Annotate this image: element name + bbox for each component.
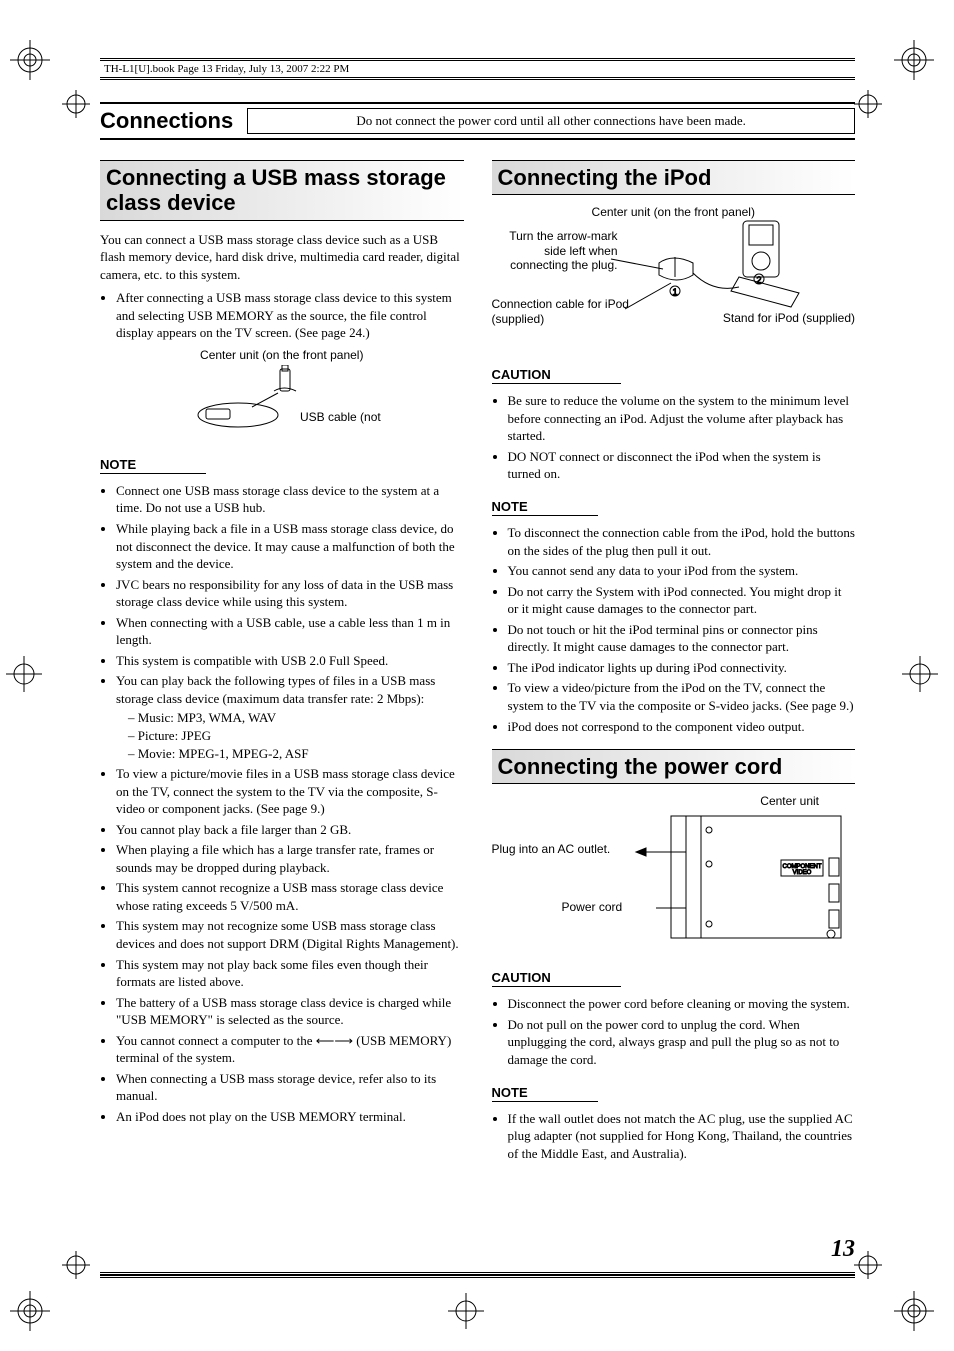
svg-text:VIDEO: VIDEO xyxy=(793,870,812,876)
ipod-note: To disconnect the connection cable from … xyxy=(508,524,856,559)
power-caution: Disconnect the power cord before cleanin… xyxy=(508,995,856,1013)
file-type-music: Music: MP3, WMA, WAV xyxy=(128,709,464,727)
usb-note: While playing back a file in a USB mass … xyxy=(116,520,464,573)
caution-label-ipod: CAUTION xyxy=(492,367,621,384)
figure-ipod: Center unit (on the front panel) 2 xyxy=(492,205,856,329)
note-label-usb: NOTE xyxy=(100,457,206,474)
usb-note: The battery of a USB mass storage class … xyxy=(116,994,464,1029)
file-type-movie: Movie: MPEG-1, MPEG-2, ASF xyxy=(128,745,464,763)
ipod-notes-list: To disconnect the connection cable from … xyxy=(492,524,856,735)
usb-intro: You can connect a USB mass storage class… xyxy=(100,231,464,284)
ipod-note: Do not touch or hit the iPod terminal pi… xyxy=(508,621,856,656)
file-type-picture: Picture: JPEG xyxy=(128,727,464,745)
usb-note: When playing a file which has a large tr… xyxy=(116,841,464,876)
ipod-cautions-list: Be sure to reduce the volume on the syst… xyxy=(492,392,856,483)
svg-text:2: 2 xyxy=(757,275,762,285)
power-notes-list: If the wall outlet does not match the AC… xyxy=(492,1110,856,1163)
power-note: If the wall outlet does not match the AC… xyxy=(508,1110,856,1163)
usb-note: To view a picture/movie files in a USB m… xyxy=(116,765,464,818)
usb-note: You can play back the following types of… xyxy=(116,672,464,762)
crop-mark-ul xyxy=(10,40,50,80)
usb-note: JVC bears no responsibility for any loss… xyxy=(116,576,464,611)
page-content: TH-L1[U].book Page 13 Friday, July 13, 2… xyxy=(100,58,855,1166)
svg-text:1: 1 xyxy=(673,287,678,297)
crop-mark-ml xyxy=(6,656,42,692)
fig-power-center: Center unit xyxy=(492,794,856,808)
usb-note: You cannot connect a computer to the ⟵⟶ … xyxy=(116,1032,464,1067)
crop-mark-bl2 xyxy=(62,1251,90,1279)
crop-mark-mr xyxy=(902,656,938,692)
usb-note: When connecting with a USB cable, use a … xyxy=(116,614,464,649)
heading-usb: Connecting a USB mass storage class devi… xyxy=(100,160,464,221)
power-diagram-icon: COMPONENT VIDEO xyxy=(493,808,853,948)
ipod-caution: DO NOT connect or disconnect the iPod wh… xyxy=(508,448,856,483)
fig-usb-caption-side: USB cable (not supplied) xyxy=(300,410,382,424)
note-label-power: NOTE xyxy=(492,1085,598,1102)
crop-mark-ul2 xyxy=(62,90,90,118)
ipod-caution: Be sure to reduce the volume on the syst… xyxy=(508,392,856,445)
usb-bullet-1: After connecting a USB mass storage clas… xyxy=(116,289,464,342)
usb-note: When connecting a USB mass storage devic… xyxy=(116,1070,464,1105)
crop-mark-br2 xyxy=(854,1251,882,1279)
usb-note: You cannot play back a file larger than … xyxy=(116,821,464,839)
figure-usb: Center unit (on the front panel) USB cab… xyxy=(100,348,464,435)
heading-power: Connecting the power cord xyxy=(492,749,856,784)
fig-ipod-stand: Stand for iPod (supplied) xyxy=(695,311,855,325)
book-header: TH-L1[U].book Page 13 Friday, July 13, 2… xyxy=(100,63,855,75)
section-warning: Do not connect the power cord until all … xyxy=(247,108,855,134)
crop-mark-br xyxy=(894,1291,934,1331)
fig-ipod-cable: Connection cable for iPod (supplied) xyxy=(492,297,652,326)
power-caution: Do not pull on the power cord to unplug … xyxy=(508,1016,856,1069)
page-number: 13 xyxy=(831,1236,855,1263)
heading-ipod: Connecting the iPod xyxy=(492,160,856,195)
section-header: Connections Do not connect the power cor… xyxy=(100,102,855,140)
ipod-note: You cannot send any data to your iPod fr… xyxy=(508,562,856,580)
usb-note: An iPod does not play on the USB MEMORY … xyxy=(116,1108,464,1126)
section-title: Connections xyxy=(100,104,243,138)
usb-note-text: You can play back the following types of… xyxy=(116,673,435,706)
fig-power-plug: Plug into an AC outlet. xyxy=(492,842,611,856)
usb-note: This system may not play back some files… xyxy=(116,956,464,991)
figure-power: Center unit COMPONENT VIDEO xyxy=(492,794,856,948)
right-column: Connecting the iPod Center unit (on the … xyxy=(492,160,856,1166)
power-cautions-list: Disconnect the power cord before cleanin… xyxy=(492,995,856,1068)
ipod-note: iPod does not correspond to the componen… xyxy=(508,718,856,736)
caution-label-power: CAUTION xyxy=(492,970,621,987)
left-column: Connecting a USB mass storage class devi… xyxy=(100,160,464,1166)
usb-note: This system is compatible with USB 2.0 F… xyxy=(116,652,464,670)
crop-mark-ur xyxy=(894,40,934,80)
usb-note: This system cannot recognize a USB mass … xyxy=(116,879,464,914)
usb-diagram-icon: USB cable (not supplied) xyxy=(182,365,382,435)
crop-mark-bl xyxy=(10,1291,50,1331)
crop-mark-ur2 xyxy=(854,90,882,118)
ipod-note: The iPod indicator lights up during iPod… xyxy=(508,659,856,677)
fig-ipod-center: Center unit (on the front panel) xyxy=(492,205,856,219)
note-label-ipod: NOTE xyxy=(492,499,598,516)
usb-note: Connect one USB mass storage class devic… xyxy=(116,482,464,517)
usb-notes-list: Connect one USB mass storage class devic… xyxy=(100,482,464,1126)
ipod-note: Do not carry the System with iPod connec… xyxy=(508,583,856,618)
crop-mark-bc xyxy=(448,1293,484,1329)
ipod-note: To view a video/picture from the iPod on… xyxy=(508,679,856,714)
fig-usb-caption-top: Center unit (on the front panel) xyxy=(100,348,464,362)
bottom-rules: 13 xyxy=(100,1272,855,1278)
fig-ipod-turn: Turn the arrow-mark side left when conne… xyxy=(498,229,618,272)
usb-note: This system may not recognize some USB m… xyxy=(116,917,464,952)
fig-power-cord: Power cord xyxy=(562,900,623,914)
